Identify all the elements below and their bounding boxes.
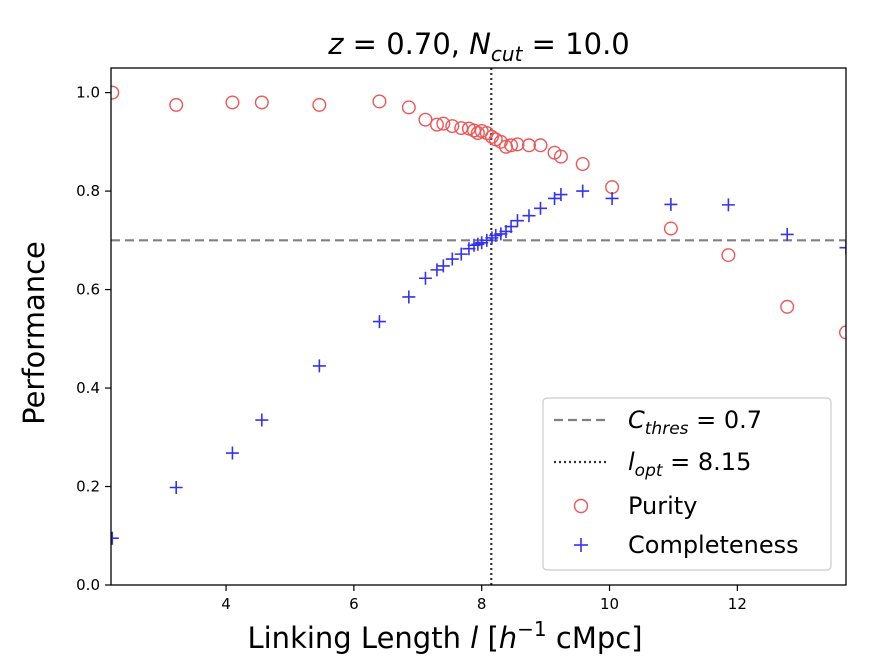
purity-point: [533, 138, 548, 153]
purity-point: [504, 138, 519, 153]
y-tick-label: 1.0: [76, 84, 100, 102]
x-tick-label: 8: [477, 595, 487, 613]
x-tick-label: 12: [728, 595, 747, 613]
y-tick-label: 0.4: [76, 379, 100, 397]
purity-point: [111, 85, 120, 100]
completeness-point: [445, 252, 459, 266]
purity-series: [111, 85, 846, 340]
completeness-point: [225, 446, 239, 460]
purity-point: [663, 221, 678, 236]
x-tick-label: 6: [349, 595, 359, 613]
purity-point: [429, 117, 444, 132]
completeness-point: [664, 197, 678, 211]
y-tick-label: 0.2: [76, 478, 100, 496]
completeness-point: [510, 214, 524, 228]
purity-point: [780, 299, 795, 314]
plot-area: [111, 68, 846, 585]
completeness-point: [111, 531, 119, 545]
legend-lopt-label: lopt = 8.15: [628, 448, 751, 481]
purity-point: [436, 116, 451, 131]
completeness-point: [418, 271, 432, 285]
completeness-point: [721, 198, 735, 212]
purity-point: [169, 97, 184, 112]
purity-point: [372, 94, 387, 109]
purity-point: [484, 129, 499, 144]
completeness-point: [522, 209, 536, 223]
purity-point: [254, 95, 269, 110]
y-axis-ticks: 0.0 0.2 0.4 0.6 0.8 1.0: [76, 84, 111, 594]
purity-point: [445, 119, 460, 134]
purity-point: [418, 112, 433, 127]
purity-point: [225, 95, 240, 110]
purity-point: [401, 100, 416, 115]
completeness-point: [255, 413, 269, 427]
completeness-series: [111, 184, 846, 545]
completeness-point: [554, 188, 568, 202]
x-axis-ticks: 4 6 8 10 12: [221, 585, 747, 613]
purity-point: [312, 97, 327, 112]
y-tick-label: 0.6: [76, 281, 100, 299]
x-tick-label: 10: [600, 595, 619, 613]
completeness-point: [605, 191, 619, 205]
purity-point: [605, 180, 620, 195]
x-tick-label: 4: [221, 595, 231, 613]
legend-completeness-label: Completeness: [628, 531, 799, 559]
completeness-point: [780, 227, 794, 241]
legend-completeness-marker: [574, 538, 588, 552]
completeness-point: [372, 315, 386, 329]
completeness-point: [312, 359, 326, 373]
purity-point: [493, 134, 508, 149]
legend-purity-marker: [573, 498, 589, 514]
chart-title: z = 0.70, Ncut = 10.0: [327, 27, 630, 66]
purity-point: [510, 137, 525, 152]
purity-point: [553, 149, 568, 164]
legend: Cthres = 0.7 lopt = 8.15 Purity Complete…: [542, 397, 832, 571]
axes-frame: [110, 67, 847, 586]
completeness-point: [533, 201, 547, 215]
completeness-point: [169, 481, 183, 495]
legend-threshold-label: Cthres = 0.7: [628, 406, 762, 439]
purity-point: [721, 248, 736, 263]
completeness-point: [454, 247, 468, 261]
completeness-point: [839, 241, 846, 255]
completeness-point: [576, 184, 590, 198]
completeness-point: [402, 290, 416, 304]
purity-point: [839, 325, 846, 340]
y-tick-label: 0.0: [76, 576, 100, 594]
purity-point: [575, 157, 590, 172]
legend-purity-label: Purity: [628, 492, 697, 520]
y-axis-label: Performance: [17, 241, 51, 425]
y-tick-label: 0.8: [76, 182, 100, 200]
completeness-point: [436, 259, 450, 273]
x-axis-label: Linking Length l [h−1 cMpc]: [247, 617, 642, 655]
legend-box: [542, 397, 832, 571]
purity-point: [521, 138, 536, 153]
completeness-point: [504, 220, 518, 234]
